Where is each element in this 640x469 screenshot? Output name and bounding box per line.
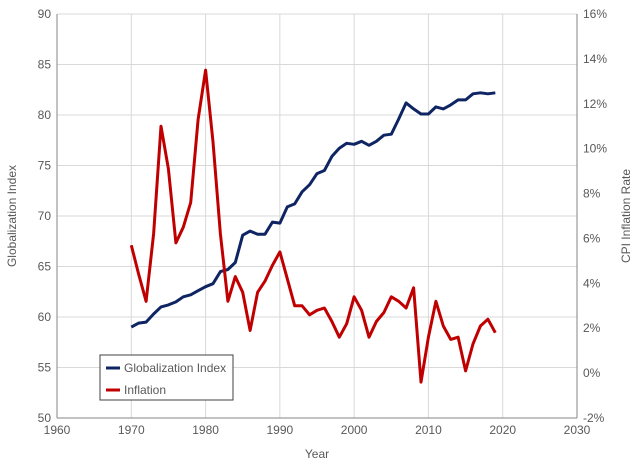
y2-tick-label: 0% <box>583 366 601 380</box>
x-tick-label: 2030 <box>564 423 591 437</box>
y-tick-label: 85 <box>38 58 52 72</box>
y2-tick-label: -2% <box>583 411 605 425</box>
y-tick-label: 70 <box>38 209 52 223</box>
y2-axis-label: CPI Inflation Rate <box>619 169 633 263</box>
x-tick-label: 2010 <box>415 423 442 437</box>
y-tick-label: 50 <box>38 411 52 425</box>
y2-tick-label: 14% <box>583 52 607 66</box>
legend: Globalization Index Inflation <box>100 355 233 400</box>
series-line-inflation <box>131 70 495 382</box>
x-axis-label: Year <box>305 447 329 461</box>
x-tick-label: 2020 <box>489 423 516 437</box>
x-tick-label: 1970 <box>118 423 145 437</box>
legend-label-inflation: Inflation <box>124 383 166 397</box>
y2-tick-label: 8% <box>583 187 601 201</box>
x-tick-label: 1960 <box>44 423 71 437</box>
x-tick-label: 1980 <box>192 423 219 437</box>
y-tick-label: 60 <box>38 310 52 324</box>
y2-tick-label: 16% <box>583 7 607 21</box>
y-tick-label: 75 <box>38 159 52 173</box>
y-tick-label: 65 <box>38 260 52 274</box>
y2-tick-label: 12% <box>583 97 607 111</box>
y-axis-label: Globalization Index <box>5 165 19 267</box>
y-tick-label: 80 <box>38 108 52 122</box>
y2-tick-label: 2% <box>583 321 601 335</box>
x-tick-label: 2000 <box>341 423 368 437</box>
x-tick-label: 1990 <box>267 423 294 437</box>
y2-tick-label: 6% <box>583 231 601 245</box>
legend-label-globalization: Globalization Index <box>124 361 226 375</box>
y-tick-label: 55 <box>38 361 52 375</box>
y-tick-label: 90 <box>38 7 52 21</box>
y2-tick-label: 10% <box>583 142 607 156</box>
y2-tick-label: 4% <box>583 276 601 290</box>
series-line-globalization <box>131 93 495 327</box>
